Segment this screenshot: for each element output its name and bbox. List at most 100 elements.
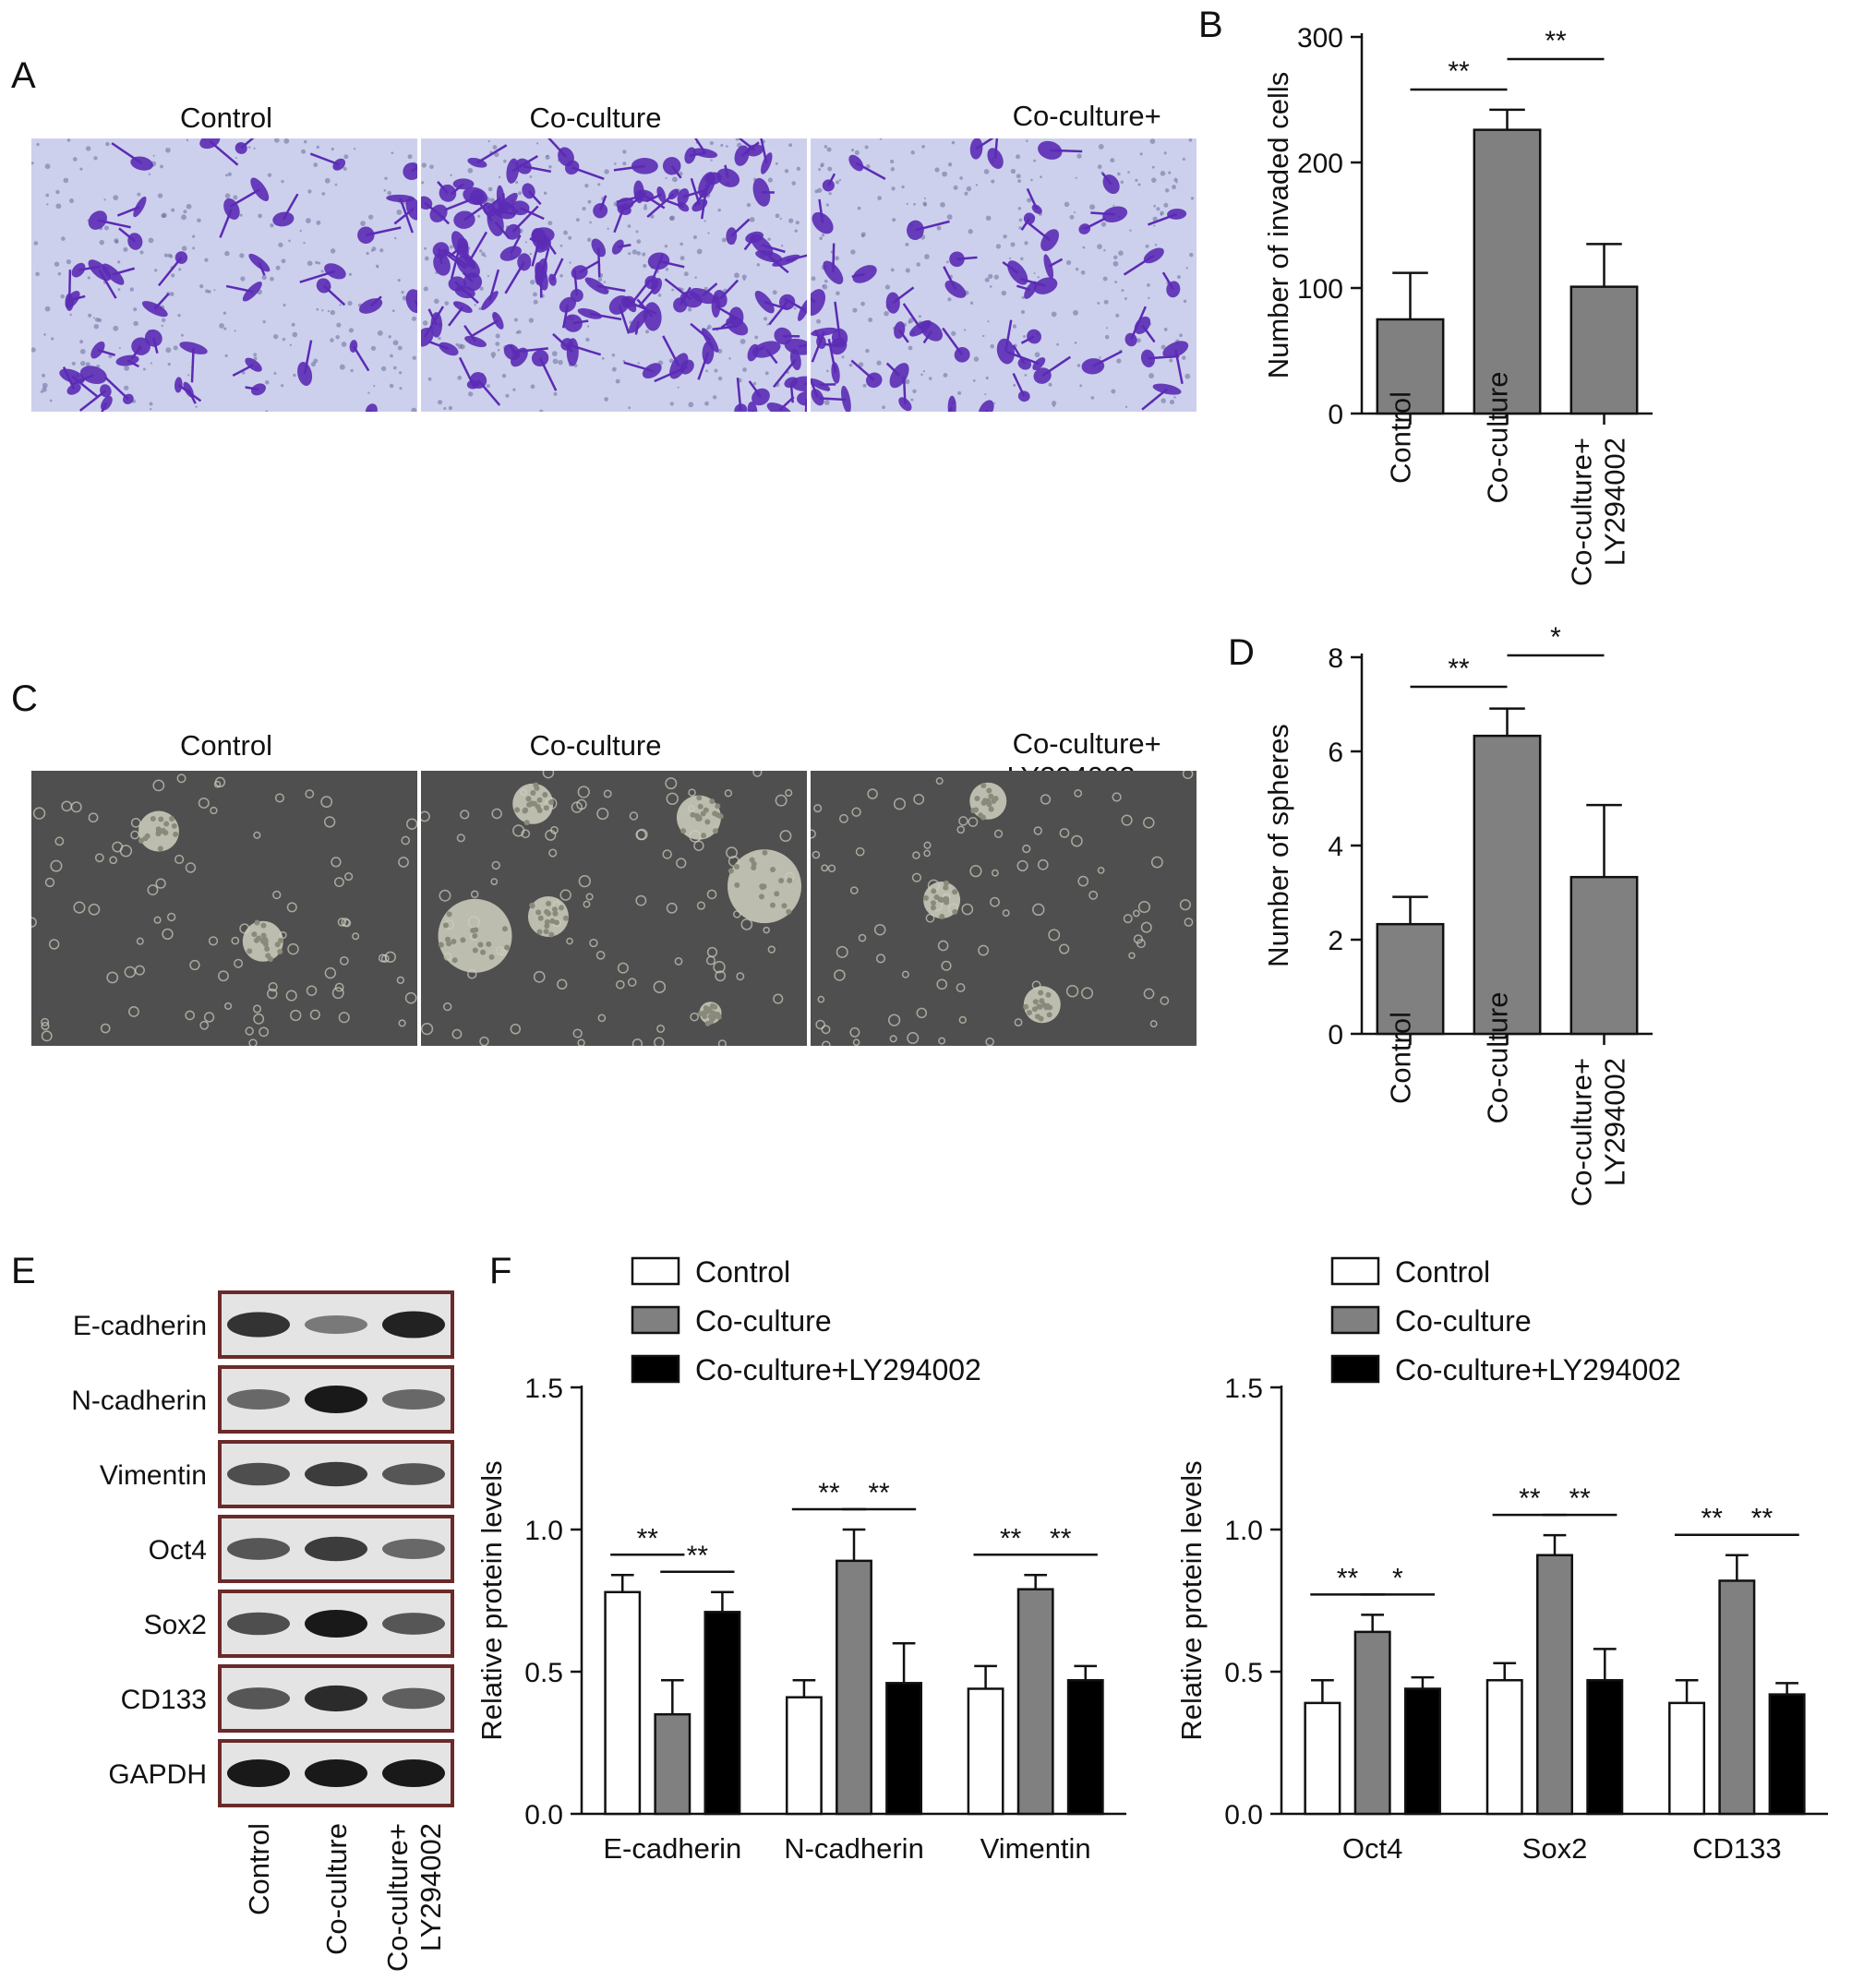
single-cell — [688, 788, 696, 797]
membrane-pore — [33, 241, 39, 246]
cell-process — [428, 341, 450, 351]
membrane-pore — [392, 340, 399, 346]
membrane-pore — [1160, 344, 1166, 350]
blot-band — [227, 1612, 290, 1636]
membrane-pore — [587, 199, 592, 204]
membrane-pore — [891, 186, 896, 191]
y-axis-title: Number of spheres — [1262, 724, 1294, 967]
membrane-pore — [850, 148, 855, 152]
membrane-pore — [253, 356, 258, 361]
membrane-pore — [679, 256, 685, 261]
membrane-pore — [741, 274, 747, 280]
cell-process — [1050, 149, 1083, 153]
cell-process — [303, 340, 313, 375]
invaded-cell — [774, 327, 792, 345]
sphere-cell — [690, 811, 696, 818]
cell-process — [1026, 187, 1039, 210]
membrane-pore — [283, 304, 286, 307]
single-cell — [128, 1006, 139, 1017]
single-cell — [344, 871, 354, 882]
micrograph-invasion-control — [31, 138, 417, 412]
membrane-pore — [705, 369, 708, 373]
membrane-pore — [657, 293, 662, 297]
cell-process — [519, 207, 545, 221]
membrane-pore — [262, 320, 266, 324]
x-tick-label-line: Co-culture+ — [1566, 1058, 1598, 1206]
membrane-pore — [390, 354, 393, 358]
membrane-pore — [904, 378, 910, 385]
invaded-cell — [1032, 357, 1046, 371]
cell-process — [748, 380, 762, 398]
sphere-cell — [930, 905, 936, 911]
single-cell — [827, 864, 836, 873]
single-cell — [198, 797, 210, 809]
sphere-cell — [786, 908, 792, 915]
single-cell — [705, 955, 716, 966]
membrane-pore — [1148, 373, 1155, 379]
membrane-pore — [546, 154, 548, 158]
membrane-pore — [423, 286, 428, 292]
membrane-pore — [951, 330, 956, 336]
membrane-pore — [261, 274, 267, 281]
membrane-pore — [558, 359, 563, 366]
cell-process — [511, 347, 548, 354]
y-tick-label: 1.0 — [1224, 1516, 1263, 1546]
cell-process — [682, 188, 709, 198]
cell-process — [811, 331, 825, 363]
membrane-pore — [1021, 295, 1025, 300]
membrane-pore — [72, 157, 78, 162]
membrane-pore — [1139, 152, 1143, 156]
membrane-pore — [299, 229, 302, 233]
cell-process — [1101, 172, 1112, 186]
membrane-pore — [391, 309, 395, 313]
panel-label-b: B — [1198, 5, 1223, 45]
membrane-pore — [763, 317, 768, 321]
single-cell — [968, 817, 979, 827]
single-cell — [578, 874, 591, 888]
cell-process — [670, 165, 682, 179]
sphere-cell — [532, 800, 538, 807]
membrane-pore — [988, 273, 993, 279]
bar — [1304, 1701, 1341, 1816]
membrane-pore — [548, 165, 552, 169]
sphere-cell — [986, 787, 992, 794]
membrane-pore — [467, 167, 474, 174]
cell-process — [229, 188, 260, 208]
sphere-cell — [703, 1004, 709, 1011]
membrane-pore — [389, 383, 394, 389]
membrane-pore — [281, 384, 284, 388]
membrane-pore — [923, 197, 926, 199]
sphere-cell — [156, 828, 162, 834]
blot-protein-label: GAPDH — [108, 1759, 207, 1790]
cell-process — [71, 375, 99, 398]
membrane-pore — [1079, 384, 1083, 388]
membrane-pore — [49, 399, 53, 402]
single-cell — [94, 853, 104, 863]
membrane-pore — [181, 246, 187, 251]
cell-process — [915, 220, 950, 232]
bar — [1586, 1678, 1624, 1816]
membrane-pore — [1001, 290, 1007, 296]
membrane-pore — [334, 183, 338, 186]
membrane-pore — [43, 333, 46, 336]
blot-band — [382, 1539, 445, 1559]
significance-label: ** — [1545, 26, 1567, 56]
invaded-cell — [620, 295, 635, 308]
membrane-pore — [1163, 151, 1167, 155]
membrane-pore — [916, 262, 920, 267]
sphere-cell — [144, 833, 150, 839]
cell-process — [531, 238, 541, 267]
membrane-pore — [495, 333, 500, 339]
single-cell — [134, 965, 145, 976]
cell-process — [760, 138, 768, 164]
membrane-pore — [818, 168, 822, 172]
membrane-pore — [607, 227, 609, 230]
sphere-cell — [544, 923, 550, 930]
membrane-pore — [457, 375, 463, 380]
membrane-pore — [61, 236, 66, 241]
membrane-pore — [152, 154, 155, 157]
single-cell — [286, 902, 297, 913]
y-tick-label: 0.5 — [1224, 1658, 1263, 1688]
micrograph-sphere-ly294002 — [811, 771, 1197, 1046]
membrane-pore — [139, 250, 144, 255]
